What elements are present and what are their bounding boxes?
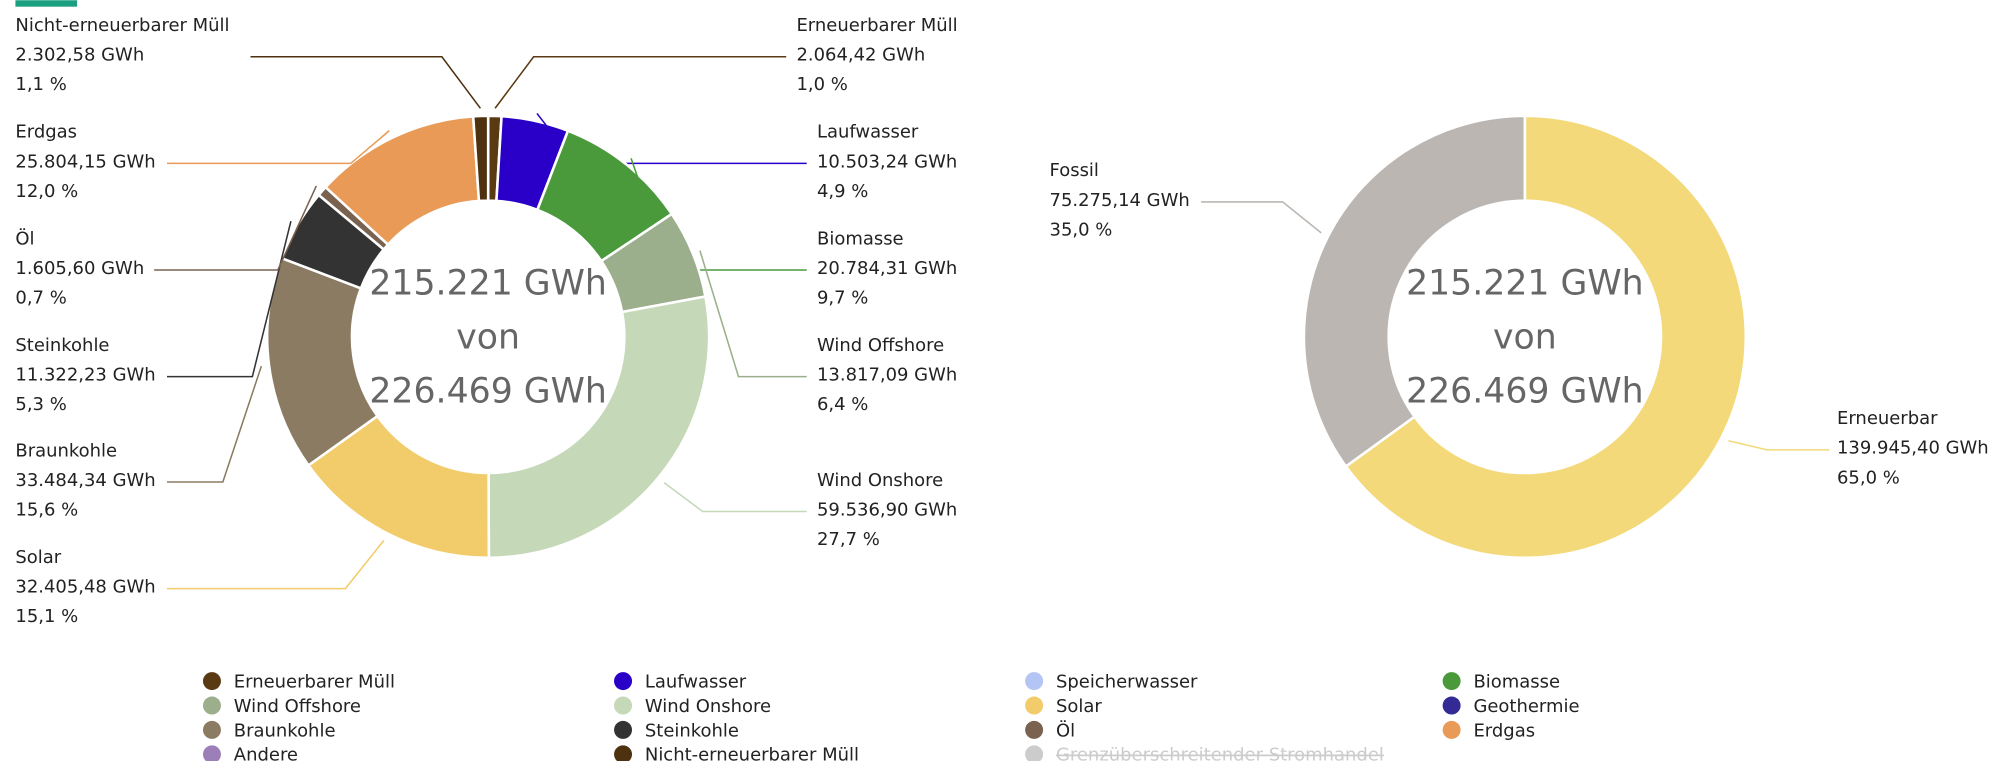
slice-label-percent: 5,3 % [15,394,66,415]
legend-swatch[interactable] [614,696,633,715]
slice-label-percent: 15,6 % [15,499,78,520]
slice-label-percent: 6,4 % [817,394,868,415]
connector-line [663,482,807,513]
slice-label-name: Wind Onshore [817,470,943,491]
slice-label-value: 1.605,60 GWh [15,258,144,279]
center-text: 215.221 GWh [1406,263,1644,303]
connector-line [167,130,390,165]
legend-label[interactable]: Grenzüberschreitender Stromhandel [1056,745,1384,761]
legend-swatch[interactable] [614,745,633,761]
legend-label[interactable]: Solar [1056,696,1102,717]
legend-label[interactable]: Erdgas [1473,720,1535,741]
legend-swatch[interactable] [1442,720,1461,739]
slice-label-name: Steinkohle [15,335,109,356]
legend-swatch[interactable] [1442,672,1461,691]
legend-swatch[interactable] [202,696,221,715]
slice-label-name: Wind Offshore [817,335,944,356]
legend-label[interactable]: Geothermie [1473,696,1579,717]
legend-swatch[interactable] [1025,720,1044,739]
center-text: 226.469 GWh [1406,371,1644,411]
slice-label-value: 10.503,24 GWh [817,151,957,172]
legend-swatch[interactable] [1025,745,1044,761]
legend-label[interactable]: Biomasse [1473,672,1560,693]
connector-line [250,56,482,109]
accent-bar [15,0,78,7]
slice-label-value: 11.322,23 GWh [15,364,155,385]
connector-line [699,250,807,378]
connector-line [167,220,292,378]
slice-label-name: Öl [15,227,34,249]
donut-slice [1302,114,1527,469]
legend-swatch[interactable] [614,672,633,691]
slice-label-name: Erneuerbar [1837,408,1938,429]
slice-label-percent: 1,0 % [796,74,847,95]
connector-line [167,365,263,483]
slice-label-value: 33.484,34 GWh [15,470,155,491]
center-text: 215.221 GWh [369,263,607,303]
center-text: von [456,317,520,357]
slice-label-name: Erneuerbarer Müll [796,15,957,36]
legend-swatch[interactable] [202,745,221,761]
slice-label-value: 25.804,15 GWh [15,151,155,172]
slice-label-name: Nicht-erneuerbarer Müll [15,15,229,36]
connector-line [167,539,385,590]
legend-label[interactable]: Erneuerbarer Müll [234,672,395,693]
slice-label-name: Biomasse [817,228,904,249]
slice-label-percent: 4,9 % [817,181,868,202]
legend-swatch[interactable] [202,720,221,739]
legend-label[interactable]: Steinkohle [645,720,739,741]
donut-slice [487,295,711,560]
connector-line [1728,440,1830,451]
legend-swatch[interactable] [1442,696,1461,715]
slice-label-value: 32.405,48 GWh [15,576,155,597]
slice-label-value: 20.784,31 GWh [817,258,957,279]
donut-slice [1344,114,1748,560]
connector-line [494,56,787,109]
slice-label-percent: 65,0 % [1837,467,1900,488]
slice-label-percent: 1,1 % [15,74,66,95]
legend-swatch[interactable] [614,720,633,739]
donut-slice [471,114,490,203]
slice-label-percent: 0,7 % [15,287,66,308]
legend-label[interactable]: Wind Onshore [645,696,771,717]
legend-label[interactable]: Braunkohle [234,720,336,741]
slice-label-percent: 9,7 % [817,287,868,308]
center-text: von [1493,317,1557,357]
slice-label-name: Braunkohle [15,440,117,461]
legend-label[interactable]: Andere [234,745,298,761]
legend-swatch[interactable] [1025,672,1044,691]
slice-label-percent: 35,0 % [1050,219,1113,240]
slice-label-percent: 27,7 % [817,529,880,550]
legend-label[interactable]: Nicht-erneuerbarer Müll [645,745,859,761]
center-text: 226.469 GWh [369,371,607,411]
slice-label-name: Fossil [1050,160,1099,181]
slice-label-value: 75.275,14 GWh [1050,190,1190,211]
slice-label-value: 2.064,42 GWh [796,45,925,66]
slice-label-name: Solar [15,547,61,568]
slice-label-value: 2.302,58 GWh [15,45,144,66]
slice-label-name: Erdgas [15,122,77,143]
slice-label-percent: 12,0 % [15,181,78,202]
legend-swatch[interactable] [202,672,221,691]
connector-line [154,185,318,271]
slice-label-value: 13.817,09 GWh [817,364,957,385]
legend-label[interactable]: Wind Offshore [234,696,361,717]
legend-label[interactable]: Öl [1056,719,1075,741]
slice-label-value: 59.536,90 GWh [817,499,957,520]
slice-label-name: Laufwasser [817,122,919,143]
slice-label-percent: 15,1 % [15,606,78,627]
slice-label-value: 139.945,40 GWh [1837,438,1989,459]
connector-line [1201,201,1322,234]
legend-label[interactable]: Laufwasser [645,672,747,693]
legend-label[interactable]: Speicherwasser [1056,672,1198,693]
legend-swatch[interactable] [1025,696,1044,715]
